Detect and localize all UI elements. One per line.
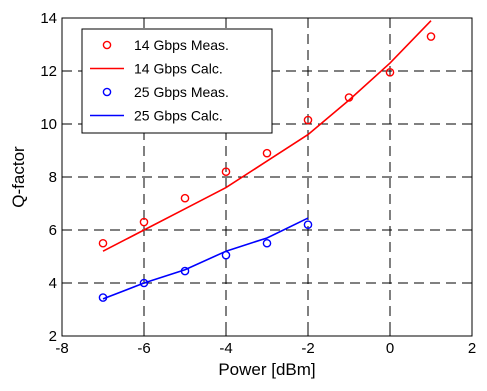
x-tick-label: 0 <box>386 340 394 357</box>
y-tick-label: 2 <box>49 328 57 345</box>
legend-entry: 25 Gbps Meas. <box>102 84 229 100</box>
legend-entry: 14 Gbps Calc. <box>90 61 223 77</box>
data-point <box>139 217 149 227</box>
data-point <box>221 167 231 176</box>
y-tick-label: 10 <box>40 116 57 133</box>
legend-label: 25 Gbps Meas. <box>134 84 229 100</box>
series-0 <box>98 32 436 248</box>
series-line <box>102 20 432 252</box>
y-tick-label: 8 <box>49 169 57 186</box>
x-tick-label: -8 <box>55 340 68 357</box>
data-point <box>98 238 108 248</box>
x-tick-label: -2 <box>301 340 314 357</box>
x-tick-label: -6 <box>137 340 150 357</box>
data-point <box>303 115 313 125</box>
x-tick-label: -4 <box>219 340 232 357</box>
y-tick-label: 14 <box>40 10 57 27</box>
data-point <box>262 148 272 158</box>
y-axis-label: Q-factor <box>9 146 28 208</box>
series-3 <box>102 217 309 300</box>
ticks: -8 -6 -4 -2 0 2 2 4 6 8 10 12 14 <box>40 10 476 357</box>
data-point <box>139 278 149 288</box>
legend-label: 14 Gbps Calc. <box>134 61 223 77</box>
data-point <box>303 220 313 229</box>
data-point <box>262 238 272 248</box>
y-tick-label: 6 <box>49 222 57 239</box>
legend-label: 25 Gbps Calc. <box>134 108 223 124</box>
data-point <box>426 32 436 41</box>
series-layer <box>98 20 436 302</box>
legend-entry: 14 Gbps Meas. <box>102 37 229 53</box>
y-tick-label: 12 <box>40 63 57 80</box>
data-point <box>385 68 395 77</box>
series-1 <box>102 20 432 252</box>
legend-entry: 25 Gbps Calc. <box>90 108 223 124</box>
data-point <box>180 193 190 203</box>
legend-marker-swatch <box>102 87 112 97</box>
x-tick-label: 2 <box>468 340 476 357</box>
legend: 14 Gbps Meas. 14 Gbps Calc. 25 Gbps Meas. 2… <box>81 28 273 134</box>
y-tick-label: 4 <box>49 275 57 292</box>
legend-label: 14 Gbps Meas. <box>134 37 229 53</box>
legend-marker-swatch <box>102 40 112 50</box>
series-line <box>102 217 309 300</box>
x-axis-label: Power [dBm] <box>218 360 315 379</box>
